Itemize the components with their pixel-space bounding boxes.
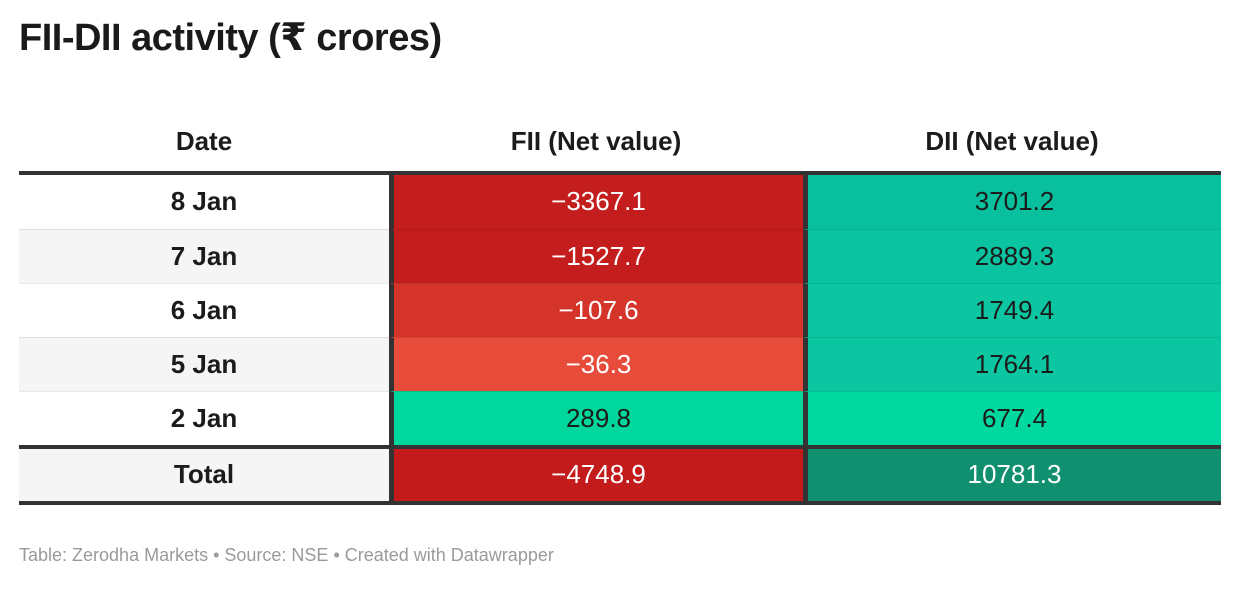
fii-value-cell: 289.8 (389, 390, 803, 445)
date-cell: 5 Jan (19, 336, 389, 391)
table-total-row: Total −4748.9 10781.3 (19, 444, 1221, 505)
fii-value-cell: −3367.1 (389, 174, 803, 229)
attribution-footer: Table: Zerodha Markets • Source: NSE • C… (19, 544, 554, 565)
fii-total-cell: −4748.9 (389, 448, 803, 501)
dii-total-cell: 10781.3 (803, 448, 1221, 501)
dii-value-cell: 677.4 (803, 390, 1221, 445)
table-row: 2 Jan 289.8 677.4 (19, 390, 1221, 445)
column-header-dii: DII (Net value) (925, 126, 1099, 157)
fii-value-cell: −1527.7 (389, 228, 803, 283)
dii-value-cell: 1764.1 (803, 336, 1221, 391)
date-cell: 6 Jan (19, 282, 389, 337)
table-row: 7 Jan −1527.7 2889.3 (19, 228, 1221, 283)
column-header-date: Date (175, 126, 233, 157)
dii-value-cell: 2889.3 (803, 228, 1221, 283)
fii-dii-table: Date FII (Net value) DII (Net value) 8 J… (19, 113, 1221, 505)
table-row: 5 Jan −36.3 1764.1 (19, 336, 1221, 391)
date-cell: 7 Jan (19, 228, 389, 283)
date-cell: 8 Jan (19, 174, 389, 229)
dii-value-cell: 3701.2 (803, 174, 1221, 229)
chart-title: FII-DII activity (₹ crores) (19, 17, 442, 59)
fii-value-cell: −107.6 (389, 282, 803, 337)
date-cell: 2 Jan (19, 390, 389, 445)
table-header-row: Date FII (Net value) DII (Net value) (19, 113, 1221, 175)
fii-value-cell: −36.3 (389, 336, 803, 391)
dii-value-cell: 1749.4 (803, 282, 1221, 337)
column-header-fii: FII (Net value) (510, 126, 682, 157)
total-label-cell: Total (19, 448, 389, 501)
datawrapper-table-graphic: FII-DII activity (₹ crores) Date FII (Ne… (0, 16, 1240, 566)
table-row: 6 Jan −107.6 1749.4 (19, 282, 1221, 337)
table-row: 8 Jan −3367.1 3701.2 (19, 174, 1221, 229)
